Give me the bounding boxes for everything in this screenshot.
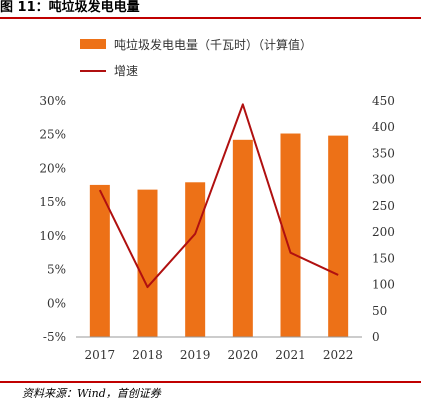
x-tick-label: 2020 bbox=[228, 348, 259, 362]
legend-bar-label: 吨垃圾发电电量（千瓦时）（计算值） bbox=[114, 37, 312, 52]
left-tick-label: 20% bbox=[39, 161, 66, 175]
chart: 吨垃圾发电电量（千瓦时）（计算值） 增速 30% 25% 20% 15% 10% 5% 0% -… bbox=[39, 37, 395, 362]
x-tick-label: 2021 bbox=[275, 348, 306, 362]
legend-bar-swatch bbox=[80, 39, 106, 49]
left-tick-label: -5% bbox=[43, 330, 66, 344]
left-tick-label: 0% bbox=[47, 296, 66, 310]
line-series bbox=[98, 103, 339, 289]
title-divider bbox=[0, 17, 421, 19]
right-tick-label: 250 bbox=[372, 199, 395, 213]
figure-title-text: 图 11：吨垃圾发电电量 bbox=[0, 0, 140, 15]
x-tick-label: 2018 bbox=[132, 348, 163, 362]
figure-title: 图 11：吨垃圾发电电量 bbox=[0, 0, 421, 19]
growth-line bbox=[98, 103, 339, 289]
right-tick-label: 200 bbox=[372, 225, 395, 239]
left-tick-label: 5% bbox=[47, 263, 66, 277]
source-divider bbox=[0, 381, 421, 383]
right-tick-label: 50 bbox=[372, 304, 387, 318]
right-tick-label: 300 bbox=[372, 173, 395, 187]
left-tick-label: 30% bbox=[39, 94, 66, 108]
bar bbox=[328, 135, 349, 337]
right-tick-label: 0 bbox=[372, 330, 380, 344]
left-tick-label: 25% bbox=[39, 128, 66, 142]
legend: 吨垃圾发电电量（千瓦时）（计算值） 增速 bbox=[80, 37, 312, 78]
x-tick-label: 2022 bbox=[323, 348, 354, 362]
x-tick-label: 2019 bbox=[180, 348, 211, 362]
bar bbox=[232, 139, 253, 337]
x-axis: 2017 2018 2019 2020 2021 2022 bbox=[76, 336, 362, 362]
source-note: 资料来源：Wind，首创证券 bbox=[22, 387, 161, 400]
bar bbox=[137, 189, 158, 337]
right-tick-label: 150 bbox=[372, 251, 395, 265]
right-tick-label: 400 bbox=[372, 120, 395, 134]
right-tick-label: 100 bbox=[372, 278, 395, 292]
right-tick-label: 350 bbox=[372, 146, 395, 160]
bar-series bbox=[89, 133, 349, 337]
bar bbox=[280, 133, 301, 337]
right-tick-label: 450 bbox=[372, 94, 395, 108]
left-tick-label: 15% bbox=[39, 195, 66, 209]
bar bbox=[185, 182, 206, 337]
right-axis: 450 400 350 300 250 200 150 100 50 0 bbox=[372, 94, 395, 344]
bar bbox=[89, 184, 110, 337]
legend-line-label: 增速 bbox=[114, 64, 138, 78]
left-axis: 30% 25% 20% 15% 10% 5% 0% -5% bbox=[39, 94, 66, 344]
x-tick-label: 2017 bbox=[85, 348, 116, 362]
left-tick-label: 10% bbox=[39, 229, 66, 243]
